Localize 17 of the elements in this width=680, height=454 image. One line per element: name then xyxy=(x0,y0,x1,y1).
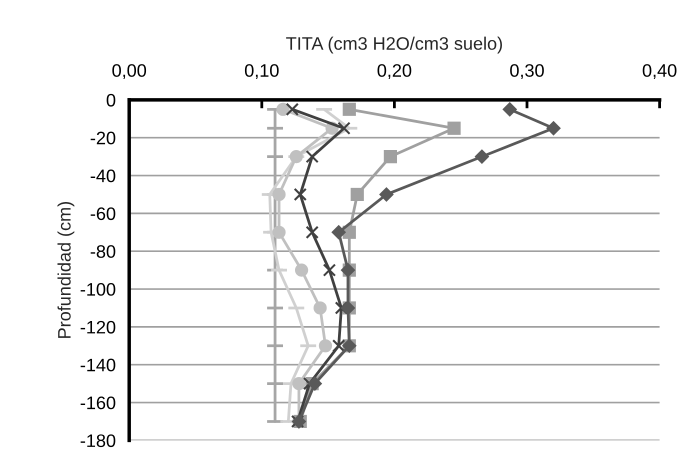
y-tick-label: -120 xyxy=(80,320,116,334)
x-tick-label: 0,40 xyxy=(642,64,676,79)
y-tick-label: -180 xyxy=(80,434,116,448)
x-axis-title: TITA (cm3 H2O/cm3 suelo) xyxy=(286,36,502,54)
x-tick-label: 0,10 xyxy=(244,64,279,79)
y-tick-label: -80 xyxy=(90,245,116,258)
y-tick-label: -160 xyxy=(80,396,116,410)
x-tick-label: 0,20 xyxy=(378,64,412,79)
y-axis-title: Profundidad (cm) xyxy=(57,202,74,338)
y-tick-label: -100 xyxy=(80,282,116,296)
y-tick-label: 0 xyxy=(106,94,116,107)
x-tick-label: 0,30 xyxy=(510,64,544,79)
y-tick-label: -40 xyxy=(90,169,116,182)
y-tick-label: -20 xyxy=(90,132,116,144)
x-tick-label: 0,00 xyxy=(112,64,146,79)
y-tick-label: -60 xyxy=(90,207,116,220)
y-tick-label: -140 xyxy=(80,358,116,372)
